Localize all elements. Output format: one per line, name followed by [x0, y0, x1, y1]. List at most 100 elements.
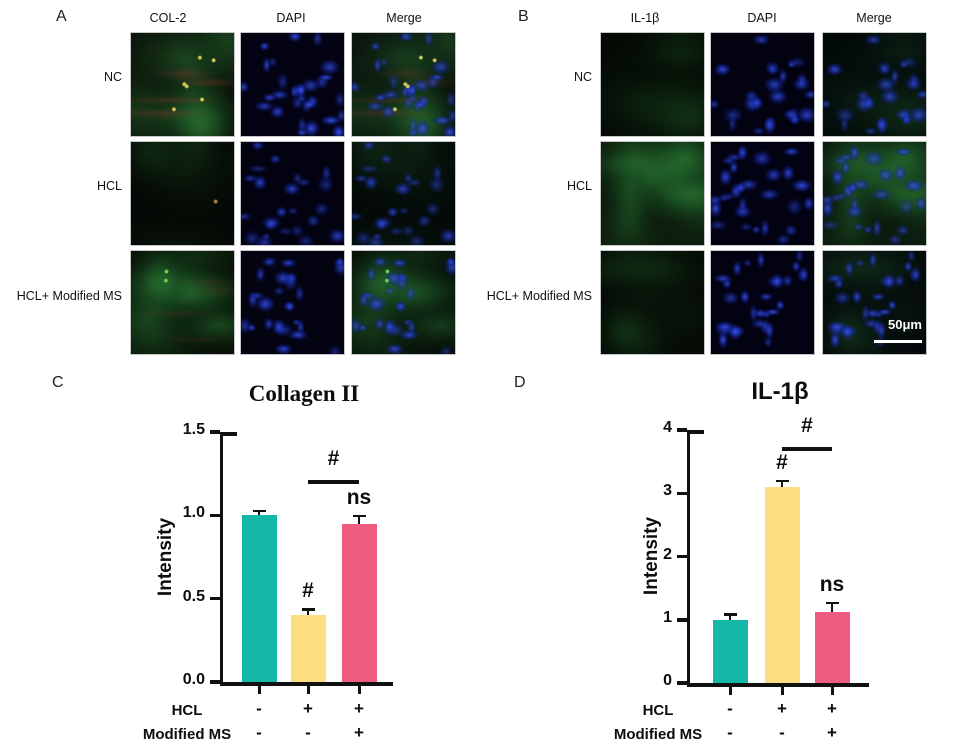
chart-c-y-axis-label: Intensity: [155, 517, 176, 597]
error-bar-cap: [825, 601, 839, 605]
micro-image-b-hcl-dapi: [710, 141, 815, 246]
micro-image-b-hcl-merge: [822, 141, 927, 246]
bar: [712, 619, 748, 683]
bar: [241, 515, 277, 682]
micro-image-a-hcl-dapi: [240, 141, 345, 246]
error-bar-line: [307, 610, 309, 616]
x-tick: [306, 685, 310, 694]
micro-image-b-nc-il-1: [600, 32, 705, 137]
chart-d-title: IL-1β: [751, 378, 809, 405]
y-tick: [676, 618, 687, 622]
micro-image-a-hcl-col-2: [130, 141, 235, 246]
y-axis-line: [219, 432, 223, 686]
x-axis-line: [686, 683, 869, 687]
panel-a-column-header-col2: COL-2: [149, 11, 187, 25]
bar: [764, 486, 800, 683]
bracket-label: #: [327, 447, 340, 471]
micro-image-b-hcl-il-1: [600, 141, 705, 246]
x-axis-line: [219, 682, 393, 686]
y-tick-label: 1.0: [182, 504, 205, 522]
significance-label: ns: [819, 572, 845, 596]
bracket-line: [308, 480, 359, 485]
error-bar-cap: [352, 515, 366, 518]
panel-b-row-label-hcl: HCL: [566, 179, 592, 193]
panel-a-row-label-hcl: HCL: [96, 179, 122, 193]
condition-sign: -: [305, 723, 311, 742]
condition-sign: -: [727, 723, 733, 742]
panel-b-label: B: [518, 8, 530, 25]
condition-sign: +: [777, 699, 787, 718]
y-tick-label: 2: [663, 545, 672, 563]
y-tick: [209, 430, 220, 434]
condition-sign: +: [303, 699, 313, 718]
micro-image-b-hcl-modified-ms-dapi: [710, 250, 815, 355]
micro-image-b-nc-merge: [822, 32, 927, 137]
x-tick: [728, 686, 732, 695]
condition-row-label: HCL: [171, 702, 203, 719]
y-tick-label: 4: [663, 419, 672, 436]
bar: [290, 615, 326, 682]
panel-b-row-label-nc: NC: [573, 70, 592, 84]
bar: [814, 611, 850, 683]
y-tick: [676, 428, 687, 432]
condition-sign: +: [827, 723, 837, 742]
y-tick: [209, 513, 220, 518]
error-bar-line: [831, 603, 833, 612]
micro-image-a-hcl-modified-ms-merge: [351, 250, 456, 355]
y-tick: [676, 681, 687, 685]
error-bar-line: [358, 517, 360, 524]
condition-sign: -: [727, 699, 733, 718]
panel-a-row-label-nc: NC: [103, 70, 122, 84]
condition-sign: +: [827, 699, 837, 718]
panel-b-column-header-il1b: IL-1β: [630, 11, 660, 25]
condition-sign: -: [779, 723, 785, 742]
y-tick-label: 3: [663, 482, 672, 500]
condition-sign: -: [256, 699, 262, 718]
scale-bar-line: [874, 340, 922, 343]
panel-b-row-label-hcl-ms: HCL+ Modified MS: [486, 289, 592, 303]
y-tick: [676, 491, 687, 495]
significance-label: #: [302, 579, 314, 603]
micro-image-b-hcl-modified-ms-il-1: [600, 250, 705, 355]
micro-image-a-hcl-modified-ms-col-2: [130, 250, 235, 355]
significance-label: ns: [346, 486, 372, 509]
x-tick: [257, 685, 261, 694]
error-bar-cap: [301, 608, 315, 611]
panel-a-row-label-hcl-ms: HCL+ Modified MS: [16, 289, 122, 303]
y-tick: [209, 596, 220, 601]
y-tick-label: 0.0: [182, 671, 205, 688]
y-axis-line: [686, 430, 690, 687]
y-axis-top-tick: [223, 432, 237, 436]
panel-b-column-header-merge: Merge: [856, 11, 892, 25]
error-bar-cap: [723, 613, 737, 616]
x-tick: [780, 686, 784, 695]
error-bar-line: [781, 481, 783, 487]
panel-d-label: D: [514, 374, 527, 391]
micro-image-a-nc-col-2: [130, 32, 235, 137]
y-tick-label: 0: [663, 672, 672, 689]
bracket-label: #: [801, 414, 813, 438]
condition-row-label: HCL: [642, 702, 674, 719]
y-tick-label: 1.5: [182, 421, 205, 438]
x-tick: [357, 685, 361, 694]
error-bar-cap: [775, 479, 789, 483]
condition-row-label: Modified MS: [613, 726, 703, 743]
panel-a-column-header-merge: Merge: [386, 11, 422, 25]
micro-image-b-nc-dapi: [710, 32, 815, 137]
panel-a-column-header-dapi: DAPI: [276, 11, 306, 25]
y-tick: [676, 554, 687, 559]
error-bar-line: [258, 512, 260, 516]
panel-b-column-header-dapi: DAPI: [747, 11, 777, 25]
panel-a-label: A: [56, 8, 68, 25]
y-tick-label: 1: [663, 608, 672, 626]
scale-bar-label: 50μm: [888, 317, 922, 332]
panel-c-label: C: [52, 374, 65, 391]
condition-sign: -: [256, 723, 262, 742]
error-bar-line: [729, 615, 731, 620]
chart-c-title: Collagen II: [248, 381, 360, 406]
bracket-line: [782, 447, 832, 452]
y-tick-label: 0.5: [182, 587, 205, 605]
micro-image-a-hcl-modified-ms-dapi: [240, 250, 345, 355]
error-bar-cap: [252, 510, 266, 513]
